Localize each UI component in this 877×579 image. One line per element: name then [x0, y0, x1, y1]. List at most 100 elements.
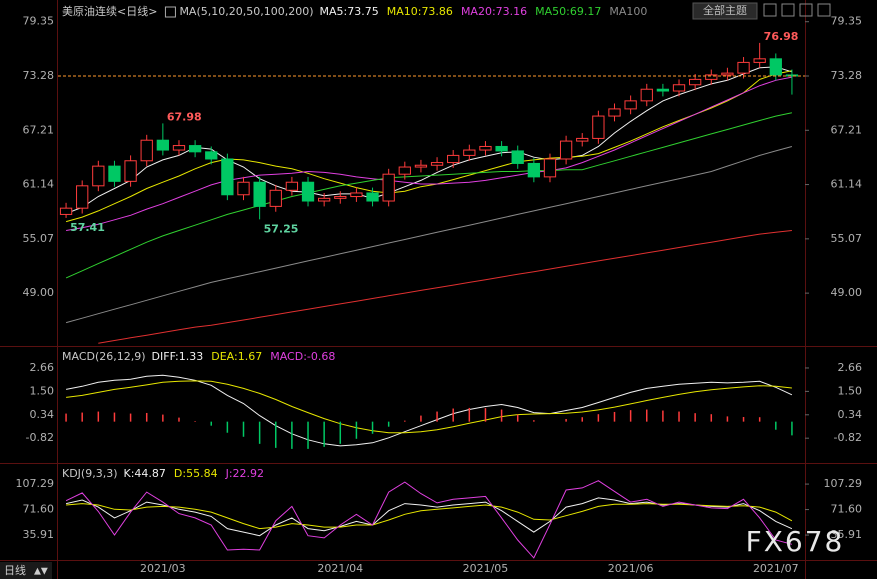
- candle-body: [656, 88, 670, 92]
- icon[interactable]: [799, 3, 813, 17]
- icon[interactable]: [781, 3, 795, 17]
- y-tick-label: 79.35: [23, 15, 55, 28]
- y-tick-label: 55.07: [23, 232, 55, 245]
- candle-body: [269, 189, 282, 207]
- candle-body: [318, 197, 331, 202]
- candle-body: [334, 196, 347, 199]
- y-tick-label: 67.21: [831, 123, 863, 136]
- y-tick-label: 0.34: [838, 408, 863, 421]
- candle-body: [188, 145, 202, 153]
- y-tick-label: 0.34: [30, 408, 55, 421]
- high-annotation: 67.98: [167, 110, 202, 123]
- candle-body: [479, 145, 492, 151]
- line-series: [65, 70, 792, 223]
- candle-body: [463, 149, 476, 156]
- legend-entry: J:22.92: [225, 467, 264, 480]
- candle-body: [172, 145, 186, 151]
- panel-title: MACD(26,12,9): [62, 350, 146, 363]
- high-annotation: 76.98: [764, 30, 799, 43]
- legend-entry: D:55.84: [174, 467, 218, 480]
- candle-body: [366, 192, 379, 202]
- candle-body: [705, 74, 718, 80]
- line-series: [65, 66, 793, 214]
- x-tick-label: 2021/06: [608, 562, 654, 575]
- y-tick-label: 71.60: [831, 503, 863, 516]
- period-label[interactable]: 日线: [4, 563, 26, 577]
- toolbar-icons: [763, 3, 831, 17]
- candle-body: [92, 165, 105, 187]
- low-annotation: 57.41: [70, 221, 105, 234]
- period-button[interactable]: [0, 562, 52, 579]
- y-tick-label: 1.50: [30, 384, 55, 397]
- candle-body: [640, 88, 653, 102]
- candle-body: [608, 108, 621, 117]
- candle-body: [447, 154, 460, 164]
- candle-body: [527, 162, 540, 178]
- x-tick-label: 2021/05: [463, 562, 509, 575]
- candle-body: [430, 162, 444, 166]
- theme-button-label[interactable]: 全部主题: [703, 3, 747, 17]
- y-tick-label: 107.29: [824, 477, 863, 490]
- watermark: FX678: [746, 525, 845, 558]
- candle-body: [76, 185, 89, 209]
- candle-body: [753, 58, 766, 63]
- candle-body: [140, 139, 153, 162]
- candle-body: [285, 181, 299, 191]
- y-tick-label: 61.14: [831, 178, 863, 191]
- candle-body: [221, 158, 234, 196]
- candle-body: [414, 164, 428, 168]
- legend-entry: DEA:1.67: [211, 350, 262, 363]
- candle-body: [624, 100, 637, 110]
- legend-icon: [164, 6, 176, 18]
- legend-entry: MA5:73.75: [320, 5, 379, 18]
- legend-entry: MA100: [609, 5, 647, 18]
- y-tick-label: 61.14: [23, 178, 55, 191]
- legend-entry: MA20:73.16: [461, 5, 527, 18]
- y-tick-label: 73.28: [831, 69, 863, 82]
- theme-button[interactable]: [692, 2, 758, 20]
- candle-body: [59, 207, 73, 215]
- candle-body: [124, 160, 137, 182]
- x-tick-label: 2021/07: [753, 562, 799, 575]
- candle-body: [672, 84, 686, 92]
- y-tick-label: 73.28: [23, 69, 55, 82]
- legend-entry: K:44.87: [124, 467, 166, 480]
- line-series: [65, 112, 793, 279]
- panel-title: KDJ(9,3,3): [62, 467, 118, 480]
- line-series: [66, 374, 793, 447]
- y-tick-label: 1.50: [838, 384, 863, 397]
- y-tick-label: 49.00: [23, 286, 55, 299]
- candle-body: [559, 140, 573, 160]
- icon[interactable]: [763, 3, 777, 17]
- candle-body: [108, 165, 121, 182]
- y-tick-label: 79.35: [831, 15, 863, 28]
- icon[interactable]: [817, 3, 831, 17]
- candle-body: [398, 166, 411, 175]
- y-tick-label: 55.07: [831, 232, 863, 245]
- candle-body: [350, 192, 363, 198]
- candle-body: [785, 74, 799, 77]
- legend-entry: DIFF:1.33: [152, 350, 204, 363]
- period-arrows[interactable]: ▲▼: [34, 567, 48, 577]
- line-series: [65, 146, 793, 324]
- line-series: [98, 230, 792, 344]
- legend-entry: MA10:73.86: [387, 5, 453, 18]
- low-annotation: 57.25: [264, 222, 299, 235]
- candle-body: [382, 173, 395, 202]
- candle-body: [511, 150, 524, 164]
- candle-body: [737, 61, 750, 74]
- y-tick-label: 67.21: [23, 123, 55, 136]
- candle-body: [253, 181, 266, 207]
- line-series: [66, 76, 792, 231]
- candle-body: [156, 139, 169, 151]
- candle-body: [721, 72, 734, 76]
- candle-body: [592, 115, 605, 139]
- y-tick-label: -0.82: [26, 431, 54, 444]
- y-tick-label: 35.91: [23, 528, 55, 541]
- line-series: [65, 480, 793, 559]
- legend-entry: MACD:-0.68: [270, 350, 335, 363]
- candle-body: [495, 145, 508, 152]
- candle-body: [543, 158, 557, 178]
